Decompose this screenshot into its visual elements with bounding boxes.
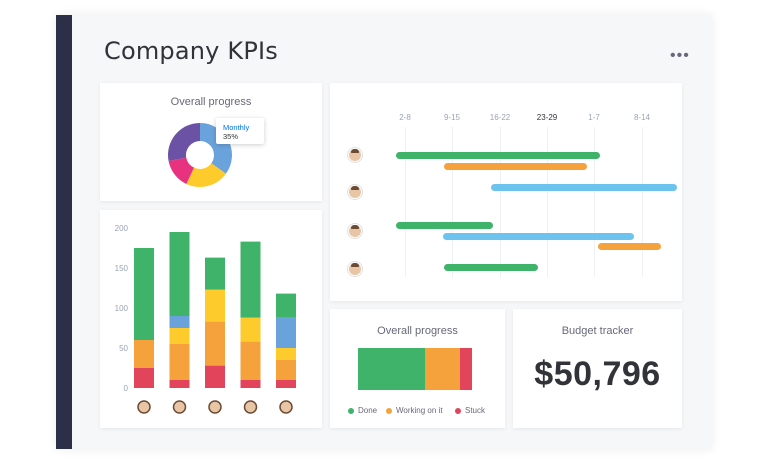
- gantt-bar[interactable]: [443, 233, 634, 240]
- legend-working: Working on it: [386, 406, 443, 415]
- dashboard-frame: Company KPIs ••• Overall progress Monthl…: [56, 15, 712, 449]
- y-tick-label: 200: [115, 224, 129, 233]
- timeline-gridline: [594, 127, 595, 277]
- timeline-gridline: [642, 127, 643, 277]
- overall-progress-pie-card: Overall progress Monthly 35%: [100, 83, 322, 201]
- timeline-gridline: [500, 127, 501, 277]
- gantt-bar[interactable]: [598, 243, 661, 250]
- bar-segment[interactable]: [169, 380, 190, 388]
- budget-title: Budget tracker: [561, 325, 634, 337]
- budget-tracker-card: Budget tracker $50,796: [513, 309, 682, 428]
- pie-slice[interactable]: [168, 157, 195, 184]
- timeline-tick: 2-8: [399, 113, 411, 122]
- bar-segment[interactable]: [169, 232, 190, 316]
- timeline-tick: 9-15: [443, 113, 460, 122]
- timeline-tick: 23-29: [536, 113, 558, 122]
- stacked-bar-card: 200 150 100 50 0: [100, 210, 322, 428]
- bar-segment[interactable]: [169, 316, 190, 328]
- pie-chart: [168, 123, 232, 187]
- avatar: [243, 400, 258, 414]
- tooltip-label: Monthly: [223, 123, 250, 132]
- bar-segment[interactable]: [205, 257, 225, 290]
- bar-segment[interactable]: [134, 368, 154, 388]
- bar-segment[interactable]: [276, 293, 296, 318]
- timeline-gridline: [547, 127, 548, 277]
- bar-segment[interactable]: [276, 380, 296, 388]
- legend-done: Done: [348, 406, 377, 415]
- avatar: [208, 400, 222, 414]
- bar-segment[interactable]: [240, 241, 261, 318]
- bar-segment[interactable]: [205, 365, 225, 388]
- y-tick-label: 100: [115, 304, 129, 313]
- progress-bar-title: Overall progress: [377, 325, 458, 337]
- side-strip: [56, 15, 72, 449]
- legend-stuck: Stuck: [455, 406, 485, 415]
- bar-segment[interactable]: [240, 341, 261, 380]
- bar-segment[interactable]: [205, 289, 225, 322]
- progress-segment[interactable]: [460, 348, 472, 390]
- timeline-gridline: [452, 127, 453, 277]
- timeline-gridline: [405, 127, 406, 277]
- bar-segment[interactable]: [169, 328, 190, 344]
- pie-slice[interactable]: [186, 163, 226, 187]
- timeline-tick: 16-22: [489, 113, 511, 122]
- gantt-bar[interactable]: [396, 222, 493, 229]
- bar-segment[interactable]: [240, 380, 261, 388]
- bar-segment[interactable]: [240, 317, 261, 342]
- overall-progress-bar-card: Overall progress Done Working on it Stuc…: [330, 309, 505, 428]
- y-tick-label: 50: [119, 344, 128, 353]
- gantt-bar[interactable]: [396, 152, 600, 159]
- budget-value: $50,796: [534, 355, 661, 393]
- bar-segment[interactable]: [276, 317, 296, 348]
- bar-segment[interactable]: [134, 248, 154, 340]
- gantt-bar[interactable]: [444, 264, 538, 271]
- progress-bar: [358, 348, 472, 390]
- gantt-bar[interactable]: [444, 163, 587, 170]
- legend-label: Done: [358, 406, 378, 415]
- avatar: [348, 185, 362, 199]
- page-title: Company KPIs: [104, 37, 278, 65]
- y-tick-label: 150: [115, 264, 129, 273]
- avatar: [348, 262, 362, 276]
- legend-label: Stuck: [465, 406, 486, 415]
- avatar: [348, 224, 362, 238]
- bar-segment[interactable]: [134, 340, 154, 368]
- tooltip-value: 35%: [223, 132, 239, 141]
- gantt-bar[interactable]: [491, 184, 677, 191]
- timeline-tick: 1-7: [588, 113, 600, 122]
- progress-segment[interactable]: [358, 348, 425, 390]
- avatar: [137, 400, 151, 414]
- pie-card-title: Overall progress: [170, 96, 252, 108]
- timeline-card: 2-8 9-15 16-22 23-29 1-7 8-14: [330, 83, 682, 301]
- more-options-icon[interactable]: •••: [670, 47, 690, 64]
- bar-segment[interactable]: [276, 348, 296, 360]
- bar-segment[interactable]: [205, 321, 225, 366]
- pie-slice[interactable]: [168, 123, 200, 161]
- bar-segment[interactable]: [276, 360, 296, 380]
- avatar: [348, 148, 362, 162]
- avatar: [279, 400, 293, 414]
- timeline-tick: 8-14: [633, 113, 650, 122]
- pie-tooltip: Monthly 35%: [216, 118, 264, 144]
- bar-segment[interactable]: [169, 344, 190, 380]
- progress-segment[interactable]: [424, 348, 461, 390]
- y-tick-label: 0: [124, 384, 129, 393]
- avatar: [172, 400, 187, 414]
- stacked-bar-chart: 200 150 100 50 0: [115, 224, 296, 414]
- legend-label: Working on it: [396, 406, 443, 415]
